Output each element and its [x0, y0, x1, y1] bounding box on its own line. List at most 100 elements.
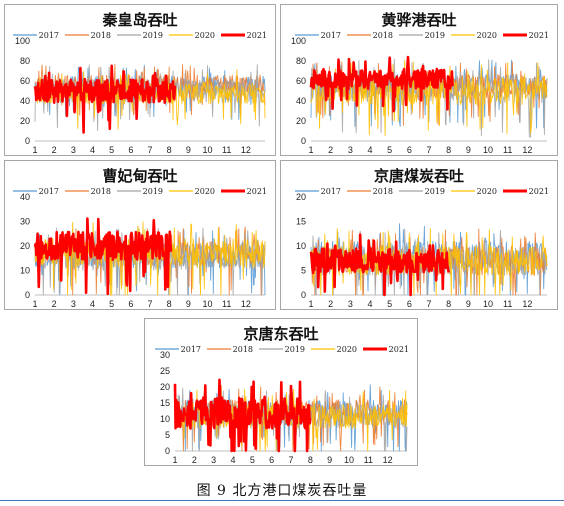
legend-label: 2021 — [247, 31, 267, 40]
legend-label: 2020 — [477, 187, 497, 196]
y-tick-label: 40 — [20, 192, 30, 202]
x-tick-label: 10 — [483, 145, 493, 155]
x-tick-label: 7 — [147, 145, 152, 155]
legend-label: 2018 — [233, 345, 253, 354]
y-tick-label: 80 — [296, 56, 306, 66]
y-tick-label: 0 — [25, 136, 30, 146]
legend-label: 2019 — [143, 31, 163, 40]
y-tick-label: 100 — [15, 36, 30, 46]
y-tick-label: 5 — [301, 266, 306, 276]
legend-label: 2018 — [373, 31, 393, 40]
x-tick-label: 5 — [109, 145, 114, 155]
y-tick-label: 10 — [20, 266, 30, 276]
y-tick-label: 0 — [301, 290, 306, 300]
y-tick-label: 25 — [160, 366, 170, 376]
x-tick-label: 9 — [466, 145, 471, 155]
y-tick-label: 20 — [160, 382, 170, 392]
x-tick-label: 4 — [90, 299, 95, 309]
x-tick-label: 7 — [426, 145, 431, 155]
y-tick-label: 10 — [296, 241, 306, 251]
x-tick-label: 3 — [71, 299, 76, 309]
y-tick-label: 5 — [165, 430, 170, 440]
legend-label: 2020 — [195, 31, 215, 40]
y-tick-label: 15 — [160, 398, 170, 408]
x-tick-label: 5 — [250, 455, 255, 465]
x-tick-label: 8 — [167, 145, 172, 155]
series-line-2021 — [173, 378, 312, 453]
x-tick-label: 8 — [308, 455, 313, 465]
x-tick-label: 5 — [387, 145, 392, 155]
y-tick-label: 15 — [296, 217, 306, 227]
legend-label: 2017 — [321, 31, 341, 40]
x-tick-label: 11 — [503, 299, 512, 309]
x-tick-label: 9 — [186, 299, 191, 309]
x-tick-label: 8 — [167, 299, 172, 309]
legend-label: 2017 — [321, 187, 341, 196]
legend-label: 2021 — [529, 31, 549, 40]
x-tick-label: 11 — [503, 145, 512, 155]
legend-label: 2020 — [337, 345, 357, 354]
y-tick-label: 60 — [296, 76, 306, 86]
chart-panel-jingtang-east: 京唐东吞吐 0 5 10 15 20 25 30 1 2 3 4 5 6 7 8 9 10 11 12 2021 202… — [144, 318, 418, 466]
chart-panel-jingtang-coal: 京唐煤炭吞吐 0 5 10 15 20 1 2 3 4 5 6 7 8 9 10 11 12 2021 2020 20… — [280, 160, 558, 310]
x-tick-label: 3 — [211, 455, 216, 465]
x-tick-label: 9 — [186, 145, 191, 155]
legend-label: 2019 — [143, 187, 163, 196]
series-line-2021 — [33, 64, 177, 134]
x-tick-label: 6 — [407, 299, 412, 309]
x-tick-label: 3 — [71, 145, 76, 155]
x-tick-label: 12 — [383, 455, 393, 465]
x-tick-label: 1 — [32, 299, 37, 309]
x-tick-label: 2 — [328, 145, 333, 155]
x-tick-label: 6 — [128, 299, 133, 309]
y-tick-label: 40 — [20, 96, 30, 106]
series-line-2021 — [33, 217, 173, 296]
y-tick-label: 0 — [301, 136, 306, 146]
x-tick-label: 11 — [222, 145, 231, 155]
legend-label: 2018 — [373, 187, 393, 196]
x-tick-label: 1 — [308, 145, 313, 155]
x-tick-label: 6 — [128, 145, 133, 155]
legend-label: 2021 — [247, 187, 267, 196]
x-tick-label: 4 — [90, 145, 95, 155]
legend-label: 2019 — [285, 345, 305, 354]
x-tick-label: 5 — [387, 299, 392, 309]
legend-label: 2021 — [529, 187, 549, 196]
y-tick-label: 80 — [20, 56, 30, 66]
x-tick-label: 12 — [241, 145, 251, 155]
x-tick-label: 12 — [522, 145, 532, 155]
x-tick-label: 3 — [348, 299, 353, 309]
legend-label: 2018 — [91, 187, 111, 196]
x-tick-label: 8 — [446, 299, 451, 309]
x-tick-label: 4 — [367, 299, 372, 309]
x-tick-label: 2 — [52, 145, 57, 155]
x-tick-label: 4 — [230, 455, 235, 465]
x-tick-label: 10 — [202, 145, 212, 155]
x-tick-label: 2 — [192, 455, 197, 465]
x-tick-label: 1 — [32, 145, 37, 155]
legend-label: 2021 — [389, 345, 409, 354]
legend-label: 2017 — [39, 187, 59, 196]
y-tick-label: 40 — [296, 96, 306, 106]
series-line-2021 — [309, 233, 450, 297]
y-tick-label: 20 — [296, 116, 306, 126]
y-tick-label: 30 — [20, 217, 30, 227]
x-tick-label: 9 — [327, 455, 332, 465]
chart-panel-qinhuangdao: 秦皇岛吞吐 0 20 40 60 80 100 1 2 3 4 5 6 7 8 9 10 11 12 2021 202… — [4, 4, 276, 156]
x-tick-label: 7 — [147, 299, 152, 309]
x-tick-label: 2 — [328, 299, 333, 309]
y-tick-label: 30 — [160, 350, 170, 360]
legend-label: 2017 — [181, 345, 201, 354]
y-tick-label: 20 — [296, 192, 306, 202]
chart-panel-huanghua: 黄骅港吞吐 0 20 40 60 80 100 1 2 3 4 5 6 7 8 9 10 11 12 2021 202… — [280, 4, 558, 156]
x-tick-label: 6 — [269, 455, 274, 465]
x-tick-label: 1 — [308, 299, 313, 309]
chart-title: 京唐东吞吐 — [243, 325, 319, 343]
series-line-2021 — [309, 55, 454, 113]
x-tick-label: 3 — [348, 145, 353, 155]
chart-title: 曹妃甸吞吐 — [102, 167, 178, 185]
